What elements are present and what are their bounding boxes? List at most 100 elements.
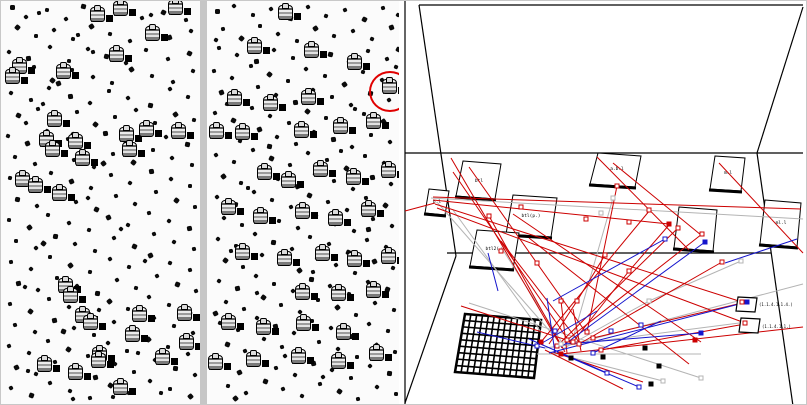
item-dot [303, 66, 309, 72]
network-node-box-label: a.b.l [610, 166, 624, 172]
edge-marker [552, 328, 558, 334]
item-dot [192, 372, 198, 378]
arena-wireframe-edge [418, 4, 457, 257]
item-dot [22, 284, 28, 290]
item-dot [384, 286, 391, 293]
item-dot [189, 162, 195, 168]
robot-sprite [246, 350, 261, 367]
item-dot [25, 223, 34, 232]
item-dot [167, 260, 173, 266]
item-dot [259, 252, 265, 258]
item-dot [6, 217, 12, 223]
network-edge-red [572, 270, 630, 343]
item-dot [392, 349, 398, 355]
sensor-grid-line [460, 314, 472, 373]
item-dot [40, 101, 46, 107]
item-dot [191, 117, 197, 123]
item-dot [154, 273, 160, 279]
network-edge-red [468, 166, 588, 335]
edge-marker [568, 355, 574, 361]
item-dot [26, 350, 32, 356]
sensor-grid-line [458, 351, 537, 360]
item-dot [317, 381, 323, 387]
item-dot [66, 58, 72, 64]
item-dot [365, 48, 371, 54]
robot-sprite [331, 352, 346, 369]
item-dot [23, 120, 29, 126]
item-dot [48, 170, 54, 176]
item-dot [267, 113, 273, 119]
item-dot [276, 218, 282, 224]
item-dot [187, 267, 193, 273]
network-edge-red [512, 213, 702, 343]
item-dot [192, 204, 198, 210]
edge-marker [675, 225, 681, 231]
item-dot [144, 335, 153, 344]
item-dot [35, 287, 41, 293]
item-dot [335, 346, 341, 352]
item-dot [352, 106, 358, 112]
item-dot [166, 302, 172, 308]
item-dot [90, 49, 96, 55]
robot-sprite [221, 198, 236, 215]
edge-marker [498, 248, 504, 254]
item-dot [149, 73, 155, 79]
edge-marker [738, 258, 744, 264]
robot-sprite [45, 140, 60, 157]
item-dot [92, 248, 98, 254]
item-dot [67, 93, 74, 100]
item-dot [45, 212, 51, 218]
item-dot [44, 7, 50, 13]
item-dot [171, 323, 177, 329]
item-dot [169, 155, 175, 161]
item-dot [111, 235, 117, 241]
item-dot [55, 80, 62, 87]
item-dot [147, 378, 153, 384]
item-dot [248, 63, 254, 69]
sensor-node-label: (1.1.4.1.1.4.) [759, 302, 793, 307]
sensor-grid-line [496, 317, 507, 376]
network-edge-blue [552, 238, 666, 302]
robot-sprite [294, 121, 309, 138]
robot-sprite [235, 243, 250, 260]
sensor-grid-line [502, 317, 513, 376]
network-edge-gray [648, 260, 742, 302]
item-dot [184, 141, 191, 148]
network-edge-red [556, 227, 679, 347]
network-node-box-base [423, 212, 447, 218]
item-dot [350, 186, 356, 192]
item-dot [367, 363, 373, 369]
item-dot [85, 353, 91, 359]
robot-sprite [91, 351, 106, 368]
item-dot [14, 196, 21, 203]
robot-sprite [281, 171, 296, 188]
item-dot [106, 88, 112, 94]
sensor-node-label: (1.1.4.1.1.) [762, 324, 791, 329]
network-edge-red [576, 254, 606, 302]
item-dot [366, 321, 372, 327]
item-dot [186, 50, 193, 57]
item-dot [274, 134, 280, 140]
item-dot [287, 162, 293, 168]
item-dot [282, 353, 288, 359]
item-dot [158, 390, 164, 396]
robot-sprite [132, 305, 147, 322]
robot-sprite [304, 41, 319, 58]
item-dot [315, 297, 321, 303]
item-dot [308, 276, 315, 283]
item-dot [80, 3, 87, 10]
item-dot [12, 322, 18, 328]
item-dot [303, 107, 312, 116]
robot-sprite [109, 45, 124, 62]
item-dot [110, 151, 116, 157]
item-dot [133, 285, 139, 291]
item-dot [254, 290, 260, 296]
item-dot [253, 58, 260, 65]
item-dot [368, 132, 374, 138]
item-dot [10, 5, 15, 10]
item-dot [215, 9, 220, 14]
edge-marker [598, 210, 604, 216]
item-dot [151, 231, 157, 237]
robot-sprite [333, 117, 348, 134]
